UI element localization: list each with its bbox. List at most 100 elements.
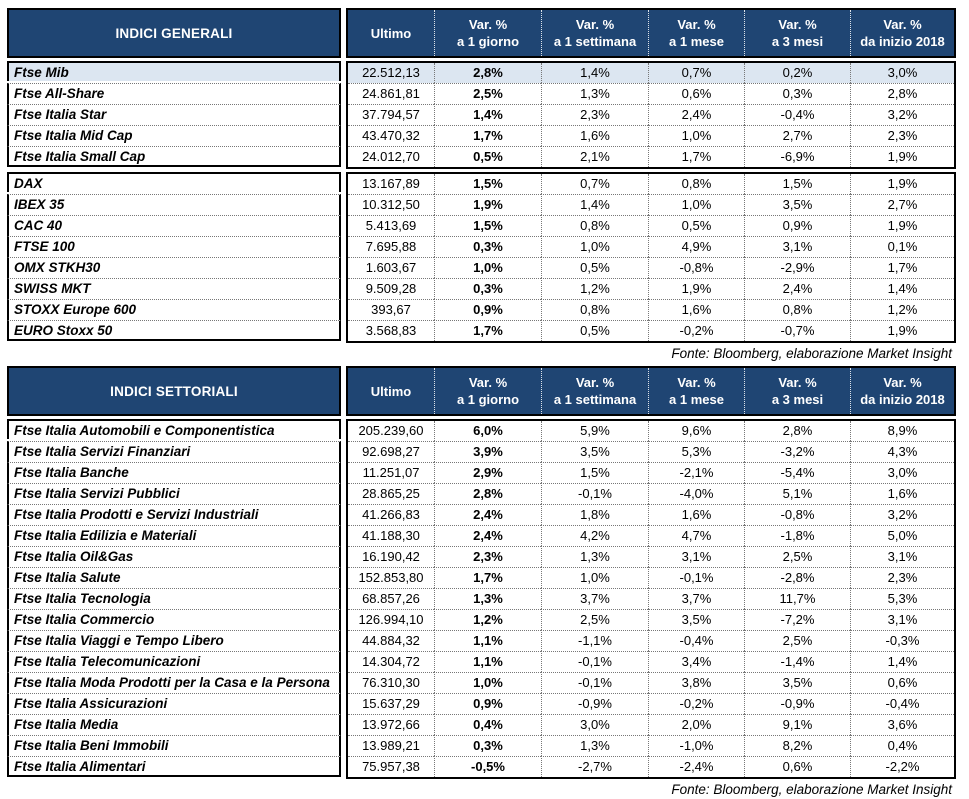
- table-indici-settoriali: INDICI SETTORIALI Ultimo Var. % a 1 giorn…: [7, 366, 958, 779]
- value-var-pct: 11,7%: [744, 588, 850, 609]
- value-var-pct: 4,9%: [648, 236, 744, 257]
- value-var-pct: 2,0%: [648, 714, 744, 735]
- column-headers: Ultimo Var. % a 1 giorno Var. % a 1 settim…: [346, 366, 956, 416]
- value-var-pct: 3,5%: [744, 194, 850, 215]
- row-label: Ftse Italia Viaggi e Tempo Libero: [7, 630, 341, 651]
- row-label: Ftse All-Share: [7, 83, 341, 104]
- value-var-pct: 0,7%: [648, 63, 744, 83]
- value-ultimo: 22.512,13: [348, 63, 434, 83]
- row-values: 22.512,13 2,8% 1,4% 0,7% 0,2% 3,0%: [346, 61, 956, 83]
- row-values: 14.304,72 1,1% -0,1% 3,4% -1,4% 1,4%: [346, 651, 956, 672]
- row-group: DAX 13.167,89 1,5% 0,7% 0,8% 1,5% 1,9% IBEX 35 1…: [7, 172, 958, 343]
- row-label: Ftse Italia Beni Immobili: [7, 735, 341, 756]
- value-var-pct: 2,5%: [434, 83, 541, 104]
- row-values: 16.190,42 2,3% 1,3% 3,1% 2,5% 3,1%: [346, 546, 956, 567]
- value-var-pct: 3,5%: [541, 441, 648, 462]
- value-var-pct: 1,8%: [541, 504, 648, 525]
- row-label: IBEX 35: [7, 194, 341, 215]
- value-var-pct: 1,4%: [541, 194, 648, 215]
- column-header-var-inizio-2018: Var. % da inizio 2018: [850, 10, 954, 56]
- row-values: 13.167,89 1,5% 0,7% 0,8% 1,5% 1,9%: [346, 172, 956, 194]
- value-var-pct: 0,5%: [541, 320, 648, 341]
- value-var-pct: -0,8%: [648, 257, 744, 278]
- table-row: Ftse Italia Assicurazioni 15.637,29 0,9% -0…: [7, 693, 958, 714]
- value-var-pct: -0,4%: [850, 693, 954, 714]
- value-var-pct: 2,7%: [850, 194, 954, 215]
- value-var-pct: -3,2%: [744, 441, 850, 462]
- row-label: SWISS MKT: [7, 278, 341, 299]
- value-ultimo: 3.568,83: [348, 320, 434, 341]
- value-var-pct: 0,9%: [744, 215, 850, 236]
- table-row: Ftse Italia Edilizia e Materiali 41.188,3…: [7, 525, 958, 546]
- row-group: Ftse Mib 22.512,13 2,8% 1,4% 0,7% 0,2% 3,0% Fts…: [7, 61, 958, 169]
- value-var-pct: 1,0%: [434, 672, 541, 693]
- row-values: 11.251,07 2,9% 1,5% -2,1% -5,4% 3,0%: [346, 462, 956, 483]
- value-var-pct: 0,5%: [434, 146, 541, 167]
- value-var-pct: 1,3%: [541, 546, 648, 567]
- value-var-pct: 3,2%: [850, 504, 954, 525]
- value-var-pct: 0,6%: [744, 756, 850, 777]
- row-values: 37.794,57 1,4% 2,3% 2,4% -0,4% 3,2%: [346, 104, 956, 125]
- value-ultimo: 44.884,32: [348, 630, 434, 651]
- value-ultimo: 24.012,70: [348, 146, 434, 167]
- table-row: Ftse Italia Oil&Gas 16.190,42 2,3% 1,3% 3,1%…: [7, 546, 958, 567]
- value-var-pct: -0,4%: [744, 104, 850, 125]
- row-values: 43.470,32 1,7% 1,6% 1,0% 2,7% 2,3%: [346, 125, 956, 146]
- value-var-pct: -2,1%: [648, 462, 744, 483]
- value-var-pct: 2,4%: [648, 104, 744, 125]
- value-var-pct: 5,3%: [850, 588, 954, 609]
- column-header-var-1-giorno: Var. % a 1 giorno: [434, 10, 541, 56]
- row-label: Ftse Italia Servizi Pubblici: [7, 483, 341, 504]
- value-ultimo: 92.698,27: [348, 441, 434, 462]
- value-ultimo: 13.167,89: [362, 176, 420, 191]
- table-row: Ftse Italia Viaggi e Tempo Libero 44.884,…: [7, 630, 958, 651]
- value-var-pct: -2,2%: [850, 756, 954, 777]
- value-var-pct: 0,4%: [850, 735, 954, 756]
- value-ultimo: 24.861,81: [348, 83, 434, 104]
- row-values: 41.188,30 2,4% 4,2% 4,7% -1,8% 5,0%: [346, 525, 956, 546]
- value-var-pct: 0,3%: [434, 735, 541, 756]
- value-ultimo: 11.251,07: [348, 462, 434, 483]
- value-var-pct: 1,0%: [541, 567, 648, 588]
- value-var-pct: 2,4%: [744, 278, 850, 299]
- row-label: Ftse Italia Media: [7, 714, 341, 735]
- value-var-pct: -0,2%: [648, 693, 744, 714]
- value-var-pct: 9,6%: [648, 421, 744, 441]
- value-var-pct: -0,4%: [648, 630, 744, 651]
- value-var-pct: 1,2%: [850, 299, 954, 320]
- value-var-pct: 3,1%: [648, 546, 744, 567]
- row-values: 92.698,27 3,9% 3,5% 5,3% -3,2% 4,3%: [346, 441, 956, 462]
- value-var-pct: 5,9%: [541, 421, 648, 441]
- table-row: Ftse Italia Commercio 126.994,10 1,2% 2,5% 3…: [7, 609, 958, 630]
- row-values: 15.637,29 0,9% -0,9% -0,2% -0,9% -0,4%: [346, 693, 956, 714]
- value-var-pct: 2,8%: [744, 421, 850, 441]
- value-var-pct: -0,9%: [541, 693, 648, 714]
- value-var-pct: 2,3%: [541, 104, 648, 125]
- value-var-pct: 1,9%: [850, 320, 954, 341]
- value-var-pct: 3,5%: [744, 672, 850, 693]
- value-var-pct: 0,6%: [850, 672, 954, 693]
- row-label: DAX: [7, 172, 341, 192]
- value-ultimo: 126.994,10: [348, 609, 434, 630]
- row-label: CAC 40: [7, 215, 341, 236]
- value-var-pct: 1,3%: [434, 588, 541, 609]
- row-label: Ftse Italia Automobili e Componentistica: [7, 419, 341, 439]
- value-var-pct: -0,7%: [744, 320, 850, 341]
- value-var-pct: 6,0%: [434, 421, 541, 441]
- row-label: Ftse Italia Star: [7, 104, 341, 125]
- table-row: OMX STKH30 1.603,67 1,0% 0,5% -0,8% -2,9% 1,7%: [7, 257, 958, 278]
- value-var-pct: 1,1%: [434, 651, 541, 672]
- row-label: Ftse Italia Commercio: [7, 609, 341, 630]
- value-var-pct: 1,9%: [850, 215, 954, 236]
- value-var-pct: 1,9%: [648, 278, 744, 299]
- value-var-pct: 3,4%: [648, 651, 744, 672]
- value-var-pct: -0,5%: [434, 756, 541, 777]
- table-header-row: INDICI GENERALI Ultimo Var. % a 1 giorno …: [7, 8, 958, 58]
- value-var-pct: -1,0%: [648, 735, 744, 756]
- value-var-pct: 5,3%: [648, 441, 744, 462]
- table-row: Ftse Italia Banche 11.251,07 2,9% 1,5% -2,1%…: [7, 462, 958, 483]
- value-var-pct: 0,8%: [648, 174, 744, 194]
- row-values: 24.012,70 0,5% 2,1% 1,7% -6,9% 1,9%: [346, 146, 956, 169]
- value-var-pct: 0,9%: [434, 299, 541, 320]
- value-var-pct: 2,9%: [434, 462, 541, 483]
